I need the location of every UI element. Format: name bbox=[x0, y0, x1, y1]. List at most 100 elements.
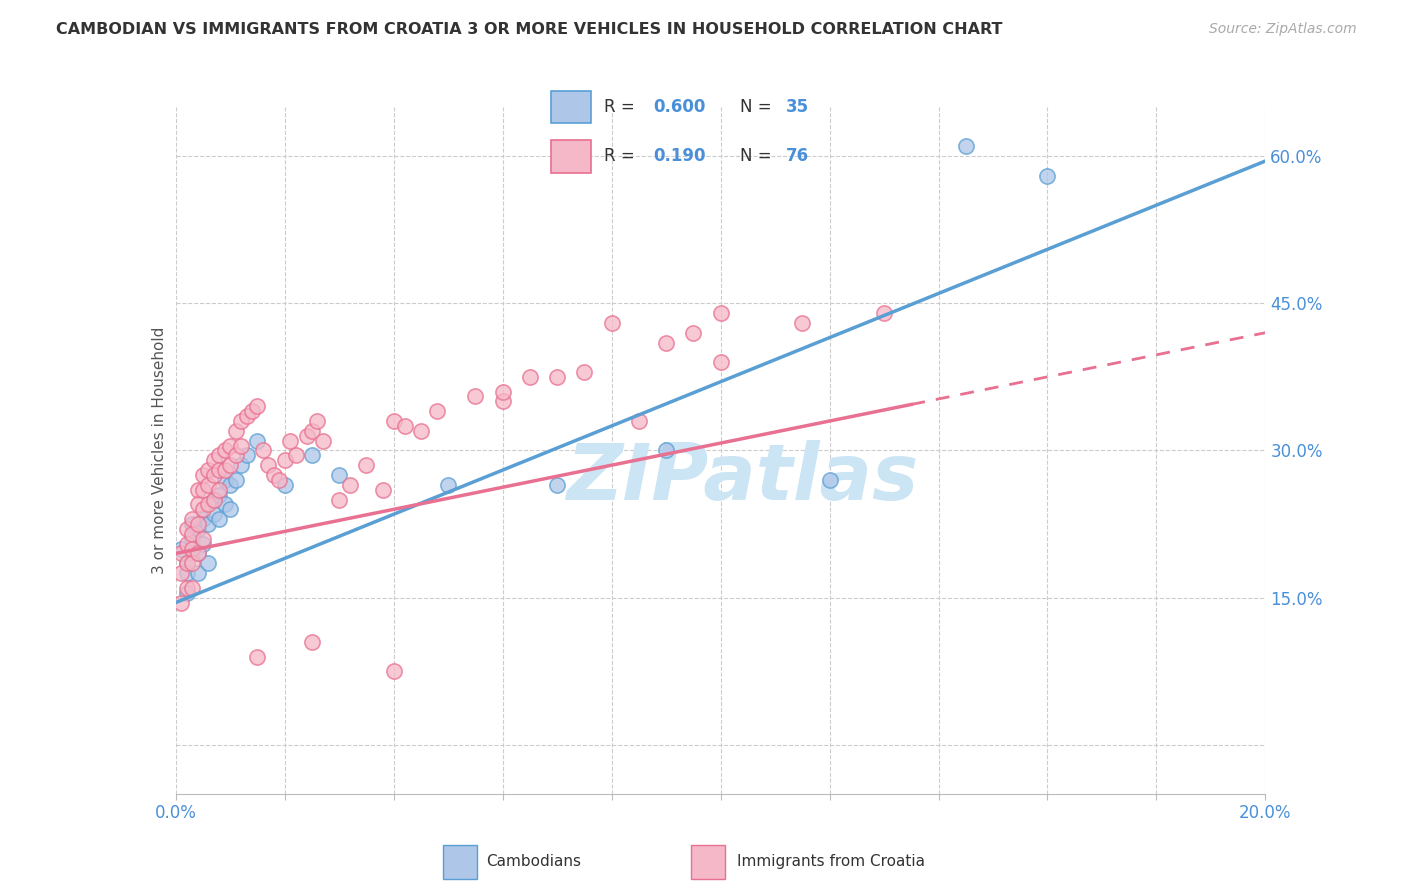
Text: N =: N = bbox=[740, 147, 776, 165]
Point bbox=[682, 326, 704, 340]
Text: R =: R = bbox=[605, 98, 640, 116]
Point bbox=[197, 498, 219, 512]
Point bbox=[263, 467, 285, 482]
Text: 0.600: 0.600 bbox=[654, 98, 706, 116]
Point bbox=[181, 526, 204, 541]
Point bbox=[492, 394, 515, 409]
Point bbox=[176, 557, 198, 571]
Point bbox=[186, 566, 209, 581]
Point bbox=[600, 316, 623, 330]
Point bbox=[219, 478, 242, 492]
Point bbox=[170, 596, 193, 610]
Point bbox=[437, 478, 460, 492]
Point bbox=[655, 443, 678, 458]
Point bbox=[219, 502, 242, 516]
Point bbox=[546, 478, 568, 492]
Point bbox=[231, 458, 253, 473]
Point bbox=[955, 139, 977, 153]
Point bbox=[181, 581, 204, 595]
Text: R =: R = bbox=[605, 147, 645, 165]
Point bbox=[214, 463, 236, 477]
Point bbox=[301, 635, 323, 649]
Point bbox=[181, 557, 204, 571]
Point bbox=[191, 512, 214, 526]
Point bbox=[181, 532, 204, 546]
Point bbox=[170, 566, 193, 581]
Point bbox=[186, 517, 209, 532]
Point bbox=[818, 473, 841, 487]
Y-axis label: 3 or more Vehicles in Household: 3 or more Vehicles in Household bbox=[152, 326, 167, 574]
Point bbox=[186, 522, 209, 536]
Point bbox=[252, 443, 274, 458]
Point bbox=[176, 566, 198, 581]
Point bbox=[191, 536, 214, 550]
Point bbox=[181, 546, 204, 561]
Point bbox=[176, 581, 198, 595]
Point bbox=[546, 369, 568, 384]
Point bbox=[328, 467, 350, 482]
Point bbox=[214, 443, 236, 458]
Point bbox=[225, 473, 247, 487]
Point bbox=[191, 467, 214, 482]
Point bbox=[574, 365, 596, 379]
Point bbox=[191, 502, 214, 516]
Point bbox=[394, 419, 416, 434]
Point bbox=[307, 414, 329, 428]
Point bbox=[176, 557, 198, 571]
Point bbox=[295, 429, 318, 443]
Point bbox=[464, 389, 486, 403]
Point bbox=[710, 306, 733, 320]
Point bbox=[873, 306, 896, 320]
Point bbox=[240, 404, 263, 418]
Point bbox=[197, 557, 219, 571]
Point bbox=[214, 473, 236, 487]
Point bbox=[186, 546, 209, 561]
Point bbox=[202, 492, 225, 507]
Point bbox=[274, 478, 297, 492]
Point bbox=[202, 492, 225, 507]
Point bbox=[186, 546, 209, 561]
Point bbox=[214, 498, 236, 512]
Text: 0.190: 0.190 bbox=[654, 147, 706, 165]
Point bbox=[208, 449, 231, 463]
Point bbox=[176, 586, 198, 600]
Text: Immigrants from Croatia: Immigrants from Croatia bbox=[737, 854, 925, 869]
Point bbox=[176, 536, 198, 550]
Point bbox=[312, 434, 335, 448]
Point bbox=[492, 384, 515, 399]
Point bbox=[356, 458, 378, 473]
Point bbox=[1036, 169, 1059, 183]
Point bbox=[197, 517, 219, 532]
FancyBboxPatch shape bbox=[690, 846, 724, 880]
Point bbox=[202, 507, 225, 521]
Text: 35: 35 bbox=[786, 98, 808, 116]
Point bbox=[197, 463, 219, 477]
Point bbox=[202, 453, 225, 467]
Point bbox=[301, 449, 323, 463]
Point bbox=[655, 335, 678, 350]
Text: CAMBODIAN VS IMMIGRANTS FROM CROATIA 3 OR MORE VEHICLES IN HOUSEHOLD CORRELATION: CAMBODIAN VS IMMIGRANTS FROM CROATIA 3 O… bbox=[56, 22, 1002, 37]
Point bbox=[426, 404, 449, 418]
FancyBboxPatch shape bbox=[551, 91, 591, 123]
Point bbox=[284, 449, 307, 463]
Text: 76: 76 bbox=[786, 147, 808, 165]
Point bbox=[235, 449, 257, 463]
Point bbox=[246, 400, 269, 414]
Point bbox=[176, 522, 198, 536]
Point bbox=[225, 424, 247, 438]
Point bbox=[246, 434, 269, 448]
Point bbox=[219, 439, 242, 453]
Point bbox=[197, 478, 219, 492]
Point bbox=[371, 483, 394, 497]
Text: Source: ZipAtlas.com: Source: ZipAtlas.com bbox=[1209, 22, 1357, 37]
Point bbox=[170, 541, 193, 556]
Point bbox=[301, 424, 323, 438]
Point bbox=[257, 458, 280, 473]
Point bbox=[208, 512, 231, 526]
Point bbox=[627, 414, 650, 428]
Point bbox=[181, 517, 204, 532]
Point bbox=[208, 463, 231, 477]
FancyBboxPatch shape bbox=[443, 846, 477, 880]
Point bbox=[186, 498, 209, 512]
Point bbox=[181, 512, 204, 526]
